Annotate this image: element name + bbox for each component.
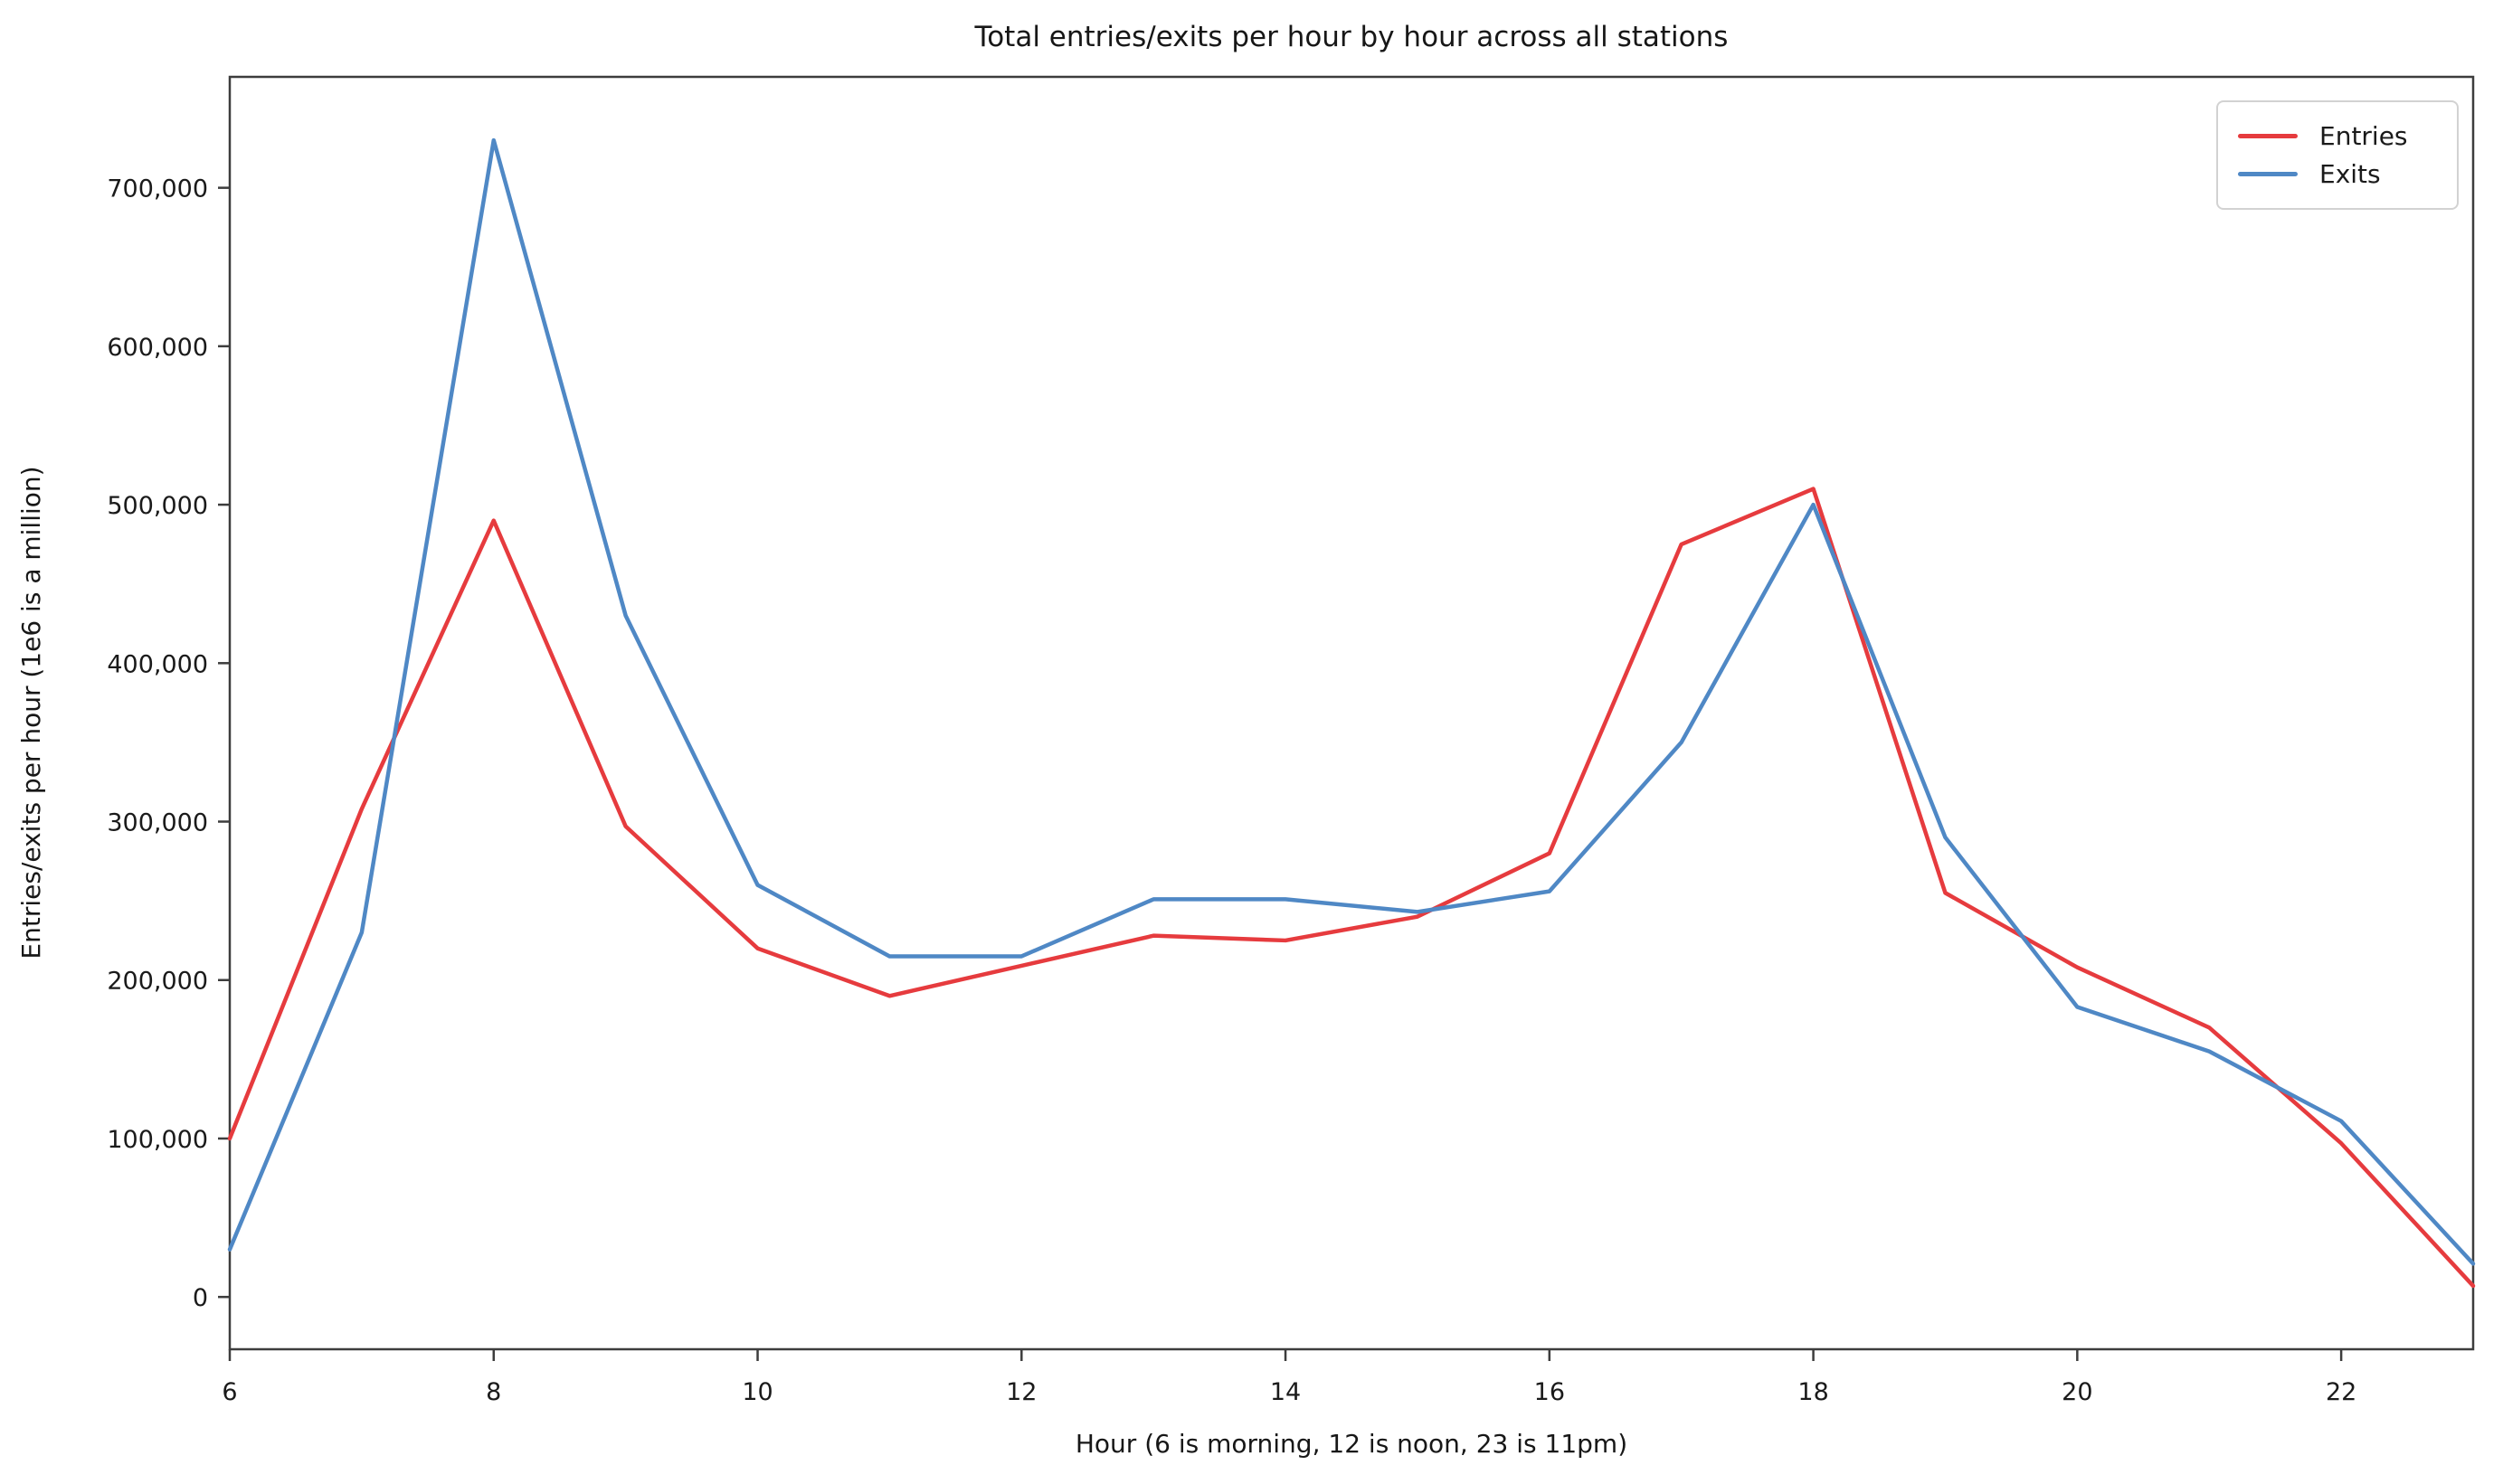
- x-tick-label: 10: [742, 1378, 773, 1406]
- legend: Entries Exits: [2216, 100, 2459, 210]
- x-axis-label: Hour (6 is morning, 12 is noon, 23 is 11…: [1076, 1429, 1627, 1459]
- y-tick-label: 500,000: [107, 492, 208, 520]
- plot-area: 0 100,000 200,000 300,000 400,000 500,000 600,…: [107, 75, 2476, 1406]
- chart-title: Total entries/exits per hour by hour acr…: [974, 21, 1729, 53]
- x-tick-label: 16: [1534, 1378, 1565, 1406]
- x-tick-label: 8: [486, 1378, 501, 1406]
- exits-line-swatch: [2238, 172, 2298, 176]
- x-tick-label: 22: [2326, 1378, 2356, 1406]
- x-tick-label: 18: [1797, 1378, 1828, 1406]
- y-axis-label: Entries/exits per hour (1e6 is a million…: [16, 466, 46, 959]
- series-line-exits: [227, 137, 2476, 1266]
- y-tick-label: 600,000: [107, 334, 208, 362]
- plot-frame: [228, 75, 2475, 1351]
- x-tick-label: 20: [2062, 1378, 2092, 1406]
- y-tick-label: 700,000: [107, 175, 208, 203]
- y-tick-label: 200,000: [107, 968, 208, 996]
- legend-item-entries: Entries: [2238, 120, 2457, 151]
- series-line-entries: [227, 487, 2476, 1289]
- legend-item-exits: Exits: [2238, 158, 2457, 189]
- entries-line-swatch: [2238, 134, 2298, 138]
- x-tick-label: 6: [222, 1378, 237, 1406]
- y-tick-label: 100,000: [107, 1126, 208, 1154]
- legend-label-entries: Entries: [2319, 120, 2408, 151]
- legend-label-exits: Exits: [2319, 158, 2381, 189]
- y-tick-label: 0: [193, 1284, 208, 1312]
- x-tick-label: 14: [1270, 1378, 1301, 1406]
- x-tick-label: 12: [1006, 1378, 1037, 1406]
- y-tick-label: 300,000: [107, 809, 208, 837]
- y-tick-label: 400,000: [107, 650, 208, 678]
